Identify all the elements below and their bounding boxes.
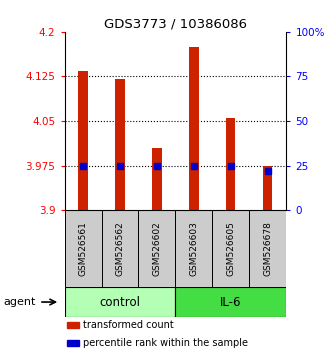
Text: GSM526678: GSM526678 (263, 221, 272, 276)
Text: agent: agent (3, 297, 36, 307)
Bar (226, 118, 235, 210)
Bar (213, 210, 249, 287)
Bar (249, 210, 286, 287)
Text: GSM526561: GSM526561 (78, 221, 87, 276)
Title: GDS3773 / 10386086: GDS3773 / 10386086 (104, 18, 247, 31)
Bar (65, 210, 102, 287)
Text: GSM526603: GSM526603 (189, 221, 198, 276)
Text: GSM526605: GSM526605 (226, 221, 235, 276)
Bar (116, 79, 124, 210)
Text: transformed count: transformed count (83, 320, 174, 330)
Text: percentile rank within the sample: percentile rank within the sample (83, 338, 248, 348)
Bar (102, 210, 138, 287)
Text: control: control (100, 296, 140, 309)
Bar (175, 287, 286, 317)
Bar (175, 210, 213, 287)
Bar (78, 70, 88, 210)
Text: IL-6: IL-6 (220, 296, 242, 309)
Text: GSM526562: GSM526562 (116, 221, 124, 276)
Bar (189, 47, 199, 210)
Text: GSM526602: GSM526602 (153, 221, 162, 276)
Bar (138, 210, 175, 287)
Bar (152, 148, 162, 210)
Bar (263, 166, 272, 210)
Bar (65, 287, 175, 317)
Bar (67, 340, 79, 346)
Bar (67, 322, 79, 327)
